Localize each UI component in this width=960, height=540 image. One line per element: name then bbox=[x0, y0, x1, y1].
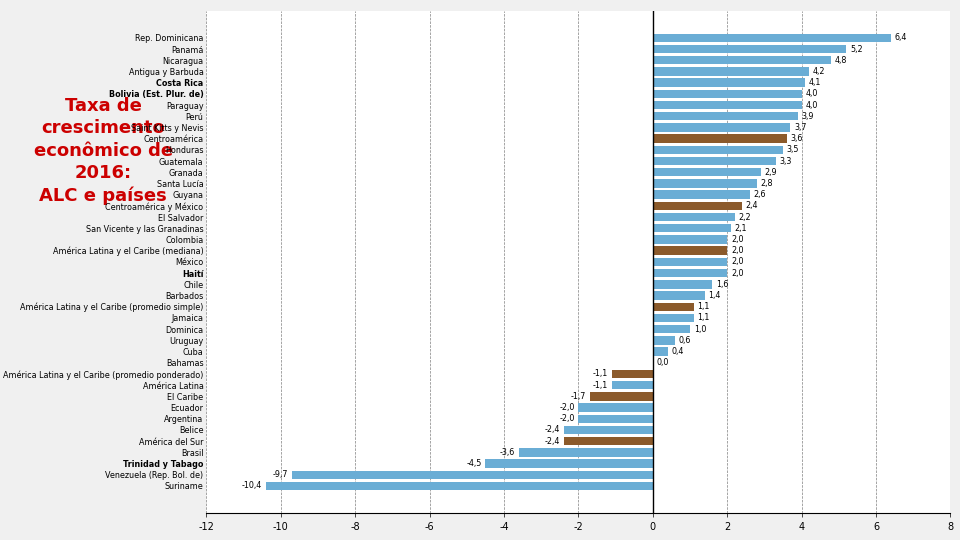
Text: 2,0: 2,0 bbox=[731, 235, 743, 244]
Bar bbox=[653, 179, 756, 188]
Text: 1,4: 1,4 bbox=[708, 291, 721, 300]
Bar bbox=[653, 168, 760, 177]
Text: -4,5: -4,5 bbox=[467, 459, 482, 468]
Text: 2,0: 2,0 bbox=[731, 246, 743, 255]
Bar bbox=[653, 33, 891, 42]
Bar bbox=[653, 90, 802, 98]
Bar bbox=[653, 336, 675, 345]
Bar bbox=[578, 403, 653, 411]
Bar bbox=[653, 157, 776, 165]
Text: Taxa de
crescimento
econômico de
2016:
ALC e países: Taxa de crescimento econômico de 2016: A… bbox=[34, 97, 173, 205]
Text: 1,1: 1,1 bbox=[697, 302, 709, 311]
Bar bbox=[578, 415, 653, 423]
Text: 2,4: 2,4 bbox=[746, 201, 758, 211]
Text: 3,6: 3,6 bbox=[790, 134, 803, 143]
Text: -1,7: -1,7 bbox=[570, 392, 586, 401]
Text: 2,8: 2,8 bbox=[760, 179, 773, 188]
Bar bbox=[564, 426, 653, 434]
Bar bbox=[653, 78, 805, 87]
Bar bbox=[653, 224, 731, 233]
Text: 3,7: 3,7 bbox=[794, 123, 806, 132]
Text: 2,6: 2,6 bbox=[754, 190, 766, 199]
Bar bbox=[653, 280, 712, 288]
Text: 1,0: 1,0 bbox=[694, 325, 707, 334]
Text: 4,0: 4,0 bbox=[805, 100, 818, 110]
Text: -1,1: -1,1 bbox=[593, 369, 609, 379]
Bar bbox=[486, 460, 653, 468]
Bar bbox=[564, 437, 653, 445]
Text: 4,2: 4,2 bbox=[813, 67, 826, 76]
Bar bbox=[653, 258, 728, 266]
Bar bbox=[653, 213, 734, 221]
Bar bbox=[653, 45, 847, 53]
Text: 4,1: 4,1 bbox=[809, 78, 822, 87]
Bar bbox=[653, 123, 790, 132]
Text: 3,9: 3,9 bbox=[802, 112, 814, 121]
Text: 5,2: 5,2 bbox=[850, 44, 863, 53]
Text: -2,4: -2,4 bbox=[544, 437, 560, 445]
Bar bbox=[653, 246, 728, 255]
Bar bbox=[653, 68, 809, 76]
Text: -1,1: -1,1 bbox=[593, 381, 609, 390]
Text: 4,0: 4,0 bbox=[805, 89, 818, 98]
Bar bbox=[292, 470, 653, 479]
Bar bbox=[653, 201, 742, 210]
Text: 2,0: 2,0 bbox=[731, 258, 743, 266]
Bar bbox=[653, 302, 694, 311]
Text: 4,8: 4,8 bbox=[835, 56, 848, 65]
Text: 2,2: 2,2 bbox=[738, 213, 751, 221]
Bar bbox=[589, 392, 653, 401]
Text: -2,0: -2,0 bbox=[560, 403, 575, 412]
Bar bbox=[653, 325, 690, 333]
Text: 1,1: 1,1 bbox=[697, 313, 709, 322]
Text: 2,9: 2,9 bbox=[764, 168, 777, 177]
Bar bbox=[653, 347, 668, 356]
Text: 1,6: 1,6 bbox=[716, 280, 729, 289]
Bar bbox=[266, 482, 653, 490]
Bar bbox=[653, 112, 798, 120]
Text: -3,6: -3,6 bbox=[500, 448, 516, 457]
Bar bbox=[653, 291, 705, 300]
Bar bbox=[653, 269, 728, 278]
Bar bbox=[653, 146, 783, 154]
Bar bbox=[653, 235, 728, 244]
Bar bbox=[653, 314, 694, 322]
Text: 0,0: 0,0 bbox=[657, 358, 669, 367]
Text: -9,7: -9,7 bbox=[273, 470, 288, 480]
Bar bbox=[653, 101, 802, 109]
Text: 0,4: 0,4 bbox=[671, 347, 684, 356]
Text: -2,4: -2,4 bbox=[544, 426, 560, 435]
Text: -10,4: -10,4 bbox=[242, 482, 262, 490]
Text: 6,4: 6,4 bbox=[895, 33, 907, 42]
Text: 2,1: 2,1 bbox=[734, 224, 747, 233]
Bar bbox=[519, 448, 653, 456]
Bar bbox=[612, 370, 653, 378]
Bar bbox=[653, 134, 787, 143]
Text: 3,3: 3,3 bbox=[780, 157, 792, 166]
Bar bbox=[612, 381, 653, 389]
Bar bbox=[653, 191, 750, 199]
Text: 3,5: 3,5 bbox=[787, 145, 800, 154]
Text: 2,0: 2,0 bbox=[731, 268, 743, 278]
Text: 0,6: 0,6 bbox=[679, 336, 691, 345]
Bar bbox=[653, 56, 831, 64]
Text: -2,0: -2,0 bbox=[560, 414, 575, 423]
